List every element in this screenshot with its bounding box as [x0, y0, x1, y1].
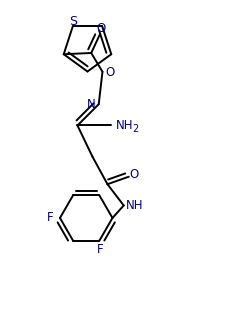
Text: O: O: [106, 67, 115, 79]
Text: F: F: [97, 243, 104, 256]
Text: NH: NH: [126, 199, 143, 212]
Text: F: F: [47, 212, 54, 224]
Text: NH: NH: [116, 119, 133, 132]
Text: O: O: [96, 22, 106, 35]
Text: S: S: [69, 15, 77, 28]
Text: 2: 2: [132, 124, 139, 134]
Text: N: N: [87, 98, 96, 111]
Text: O: O: [130, 168, 139, 181]
